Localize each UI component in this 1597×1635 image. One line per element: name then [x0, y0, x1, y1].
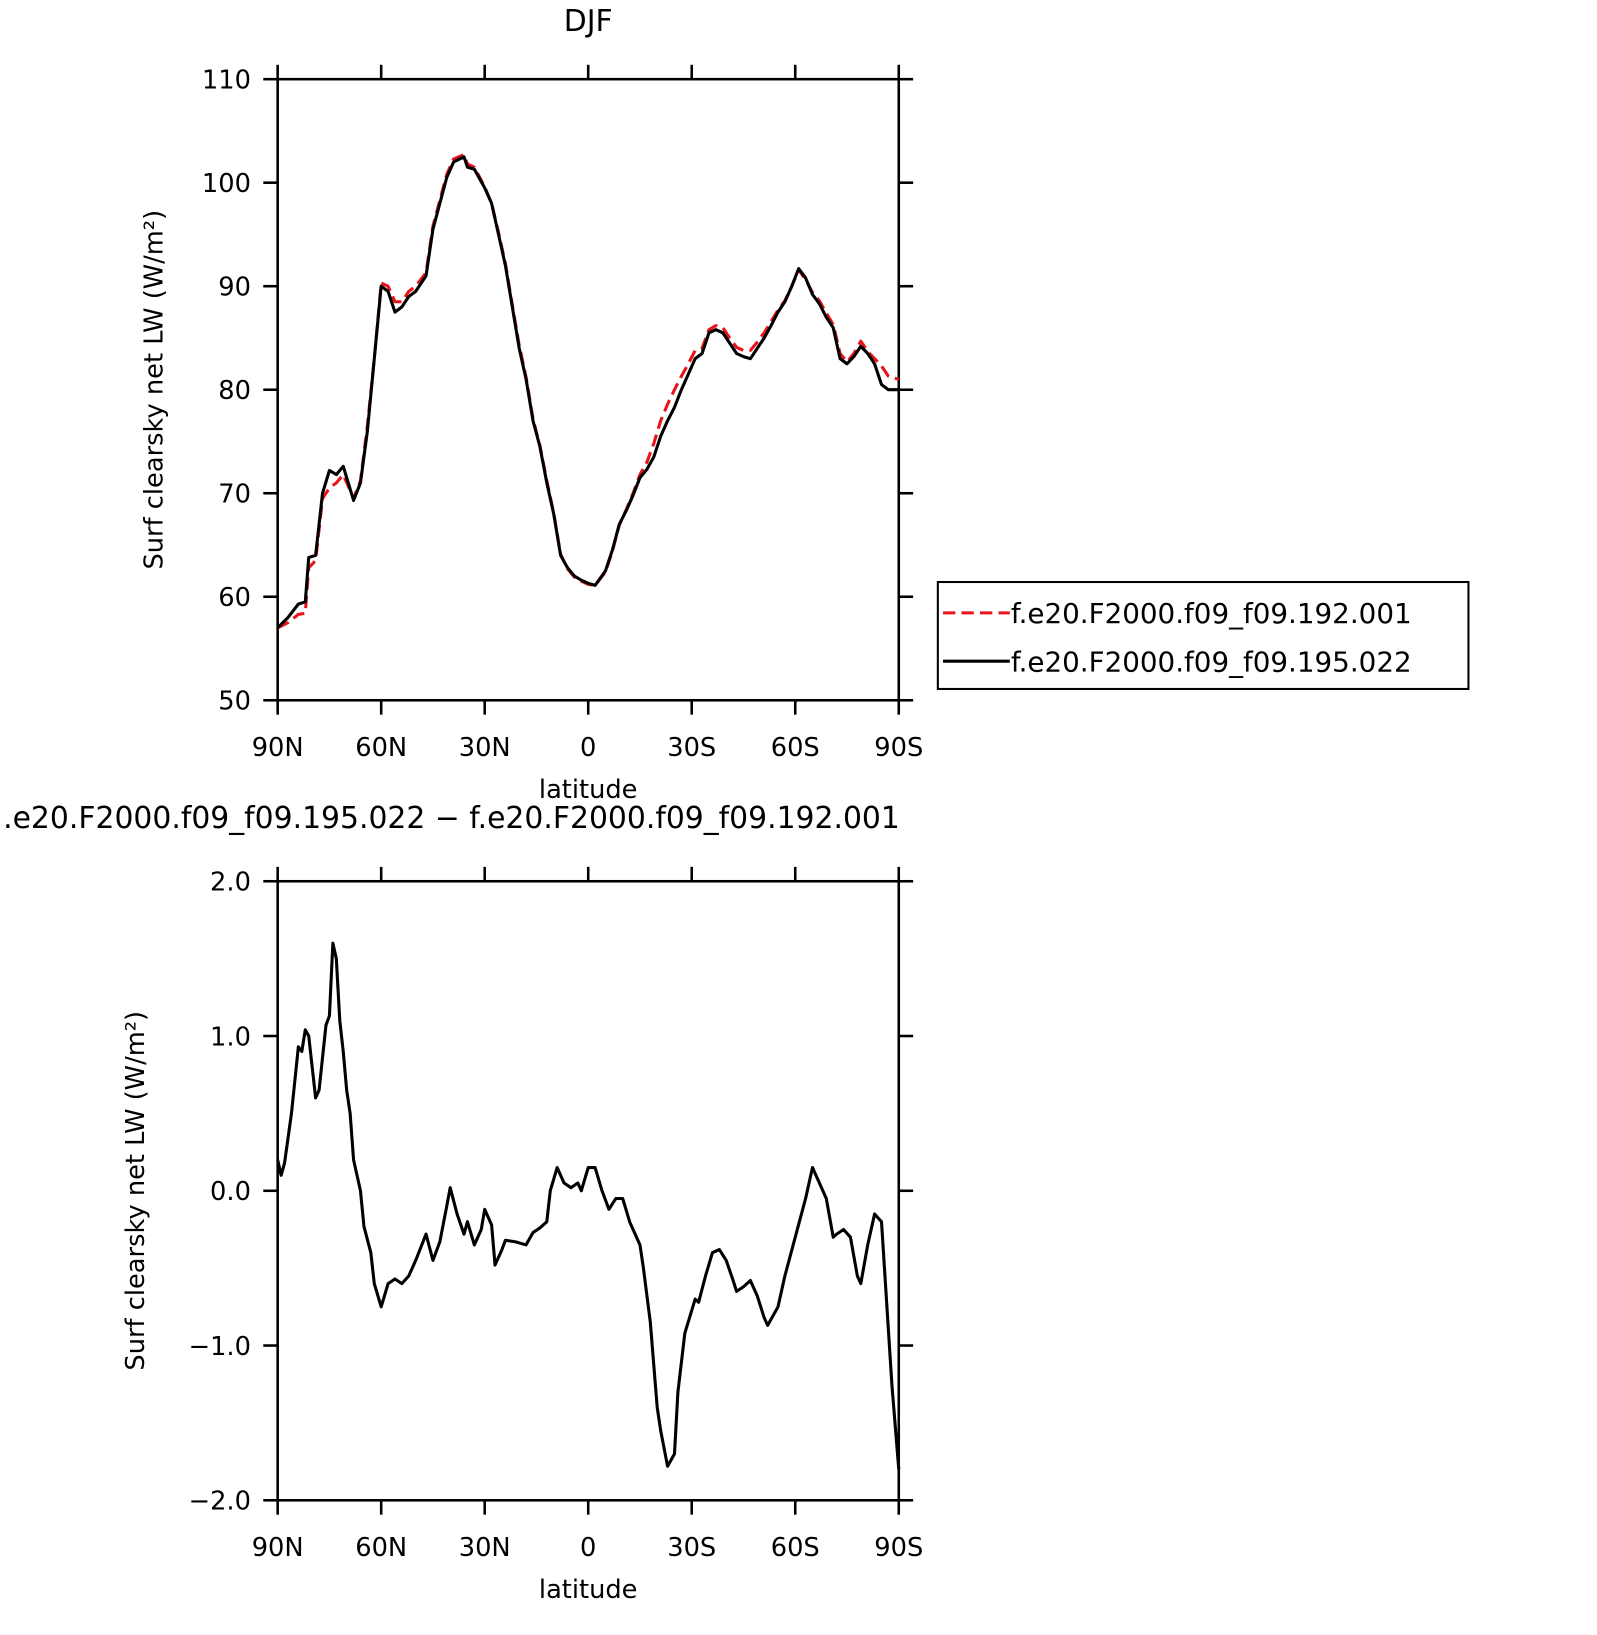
- plot-frame: [276, 879, 901, 1502]
- data-line: [276, 155, 899, 629]
- x-tick-label: 60N: [355, 733, 407, 763]
- x-tick-label: 30N: [459, 1533, 511, 1563]
- x-tick-label: 30S: [667, 733, 716, 763]
- x-tick-label: 90N: [252, 1533, 304, 1563]
- x-tick-label: 90N: [252, 733, 304, 763]
- x-tick-label: 60N: [355, 1533, 407, 1563]
- chart-title: .e20.F2000.f09_f09.195.022 − f.e20.F2000…: [3, 801, 900, 836]
- y-tick-label: 1.0: [210, 1022, 251, 1052]
- x-tick-label: 90S: [874, 733, 923, 763]
- x-tick-label: 30N: [459, 733, 511, 763]
- x-tick-label: 90S: [874, 1533, 923, 1563]
- x-tick-label: 30S: [667, 1533, 716, 1563]
- y-tick-label: 100: [202, 169, 251, 199]
- y-tick-label: 50: [218, 687, 251, 717]
- y-axis-label: Surf clearsky net LW (W/m²): [139, 210, 169, 570]
- y-tick-label: 80: [218, 376, 251, 406]
- chart-title: DJF: [564, 4, 613, 39]
- y-tick-label: −1.0: [189, 1332, 251, 1362]
- y-tick-label: 110: [202, 65, 251, 95]
- y-tick-label: −2.0: [189, 1487, 251, 1517]
- x-tick-label: 0: [580, 733, 596, 763]
- data-line: [276, 941, 901, 1470]
- legend-label: f.e20.F2000.f09_f09.195.022: [1011, 645, 1412, 678]
- x-axis-label: latitude: [539, 775, 638, 805]
- legend-label: f.e20.F2000.f09_f09.192.001: [1011, 597, 1412, 630]
- x-tick-label: 60S: [771, 733, 820, 763]
- y-axis-label: Surf clearsky net LW (W/m²): [121, 1011, 151, 1371]
- y-tick-label: 60: [218, 583, 251, 613]
- y-tick-label: 0.0: [210, 1177, 251, 1207]
- x-tick-label: 0: [580, 1533, 596, 1563]
- y-tick-label: 90: [218, 272, 251, 302]
- x-axis-label: latitude: [539, 1575, 638, 1605]
- y-tick-label: 70: [218, 479, 251, 509]
- x-tick-label: 60S: [771, 1533, 820, 1563]
- legend-box: [936, 580, 1470, 690]
- y-tick-label: 2.0: [210, 868, 251, 898]
